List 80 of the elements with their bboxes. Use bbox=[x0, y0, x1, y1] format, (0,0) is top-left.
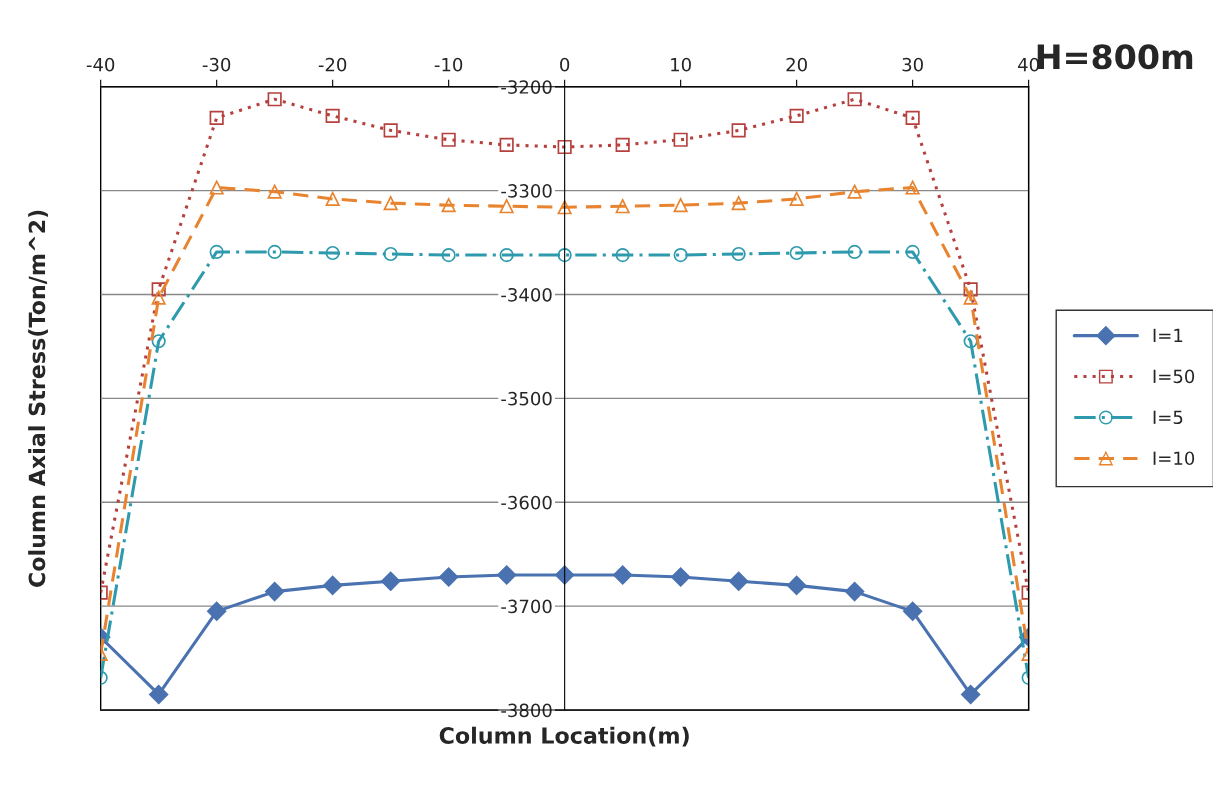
point bbox=[905, 180, 920, 195]
point bbox=[905, 110, 920, 126]
point bbox=[789, 245, 804, 261]
point bbox=[206, 601, 227, 622]
point bbox=[731, 196, 746, 211]
point bbox=[209, 180, 224, 195]
legend-label: I=5 bbox=[1153, 410, 1183, 425]
point bbox=[499, 247, 514, 263]
point bbox=[786, 575, 807, 596]
point bbox=[673, 247, 688, 263]
point bbox=[963, 290, 978, 305]
x-axis-title: Column Location(m) bbox=[439, 726, 689, 747]
legend-label: I=50 bbox=[1153, 369, 1195, 384]
point bbox=[380, 571, 401, 591]
point bbox=[615, 247, 630, 263]
point bbox=[325, 191, 340, 207]
point bbox=[615, 137, 630, 153]
y-axis-title: Column Axial Stress(Ton/m^2) bbox=[28, 210, 48, 587]
point bbox=[557, 200, 572, 215]
x-tick-label: -30 bbox=[202, 57, 231, 72]
point bbox=[615, 199, 630, 214]
y-tick-label: -3400 bbox=[501, 287, 552, 302]
point bbox=[905, 244, 920, 260]
point bbox=[267, 244, 282, 260]
point bbox=[554, 565, 575, 585]
point bbox=[383, 196, 398, 211]
x-tick-label: -10 bbox=[434, 57, 463, 72]
point bbox=[847, 92, 862, 107]
x-tick-label: 0 bbox=[560, 57, 570, 72]
point bbox=[789, 191, 804, 207]
x-tick-label: 10 bbox=[671, 57, 691, 72]
x-tick-label: 30 bbox=[902, 57, 923, 72]
point bbox=[847, 244, 862, 260]
x-tick-label: -40 bbox=[86, 57, 115, 72]
point bbox=[673, 198, 688, 213]
point bbox=[149, 684, 169, 705]
point bbox=[844, 581, 865, 602]
point bbox=[209, 244, 224, 260]
point bbox=[963, 282, 978, 297]
legend-label: I=1 bbox=[1153, 328, 1183, 342]
point bbox=[673, 132, 688, 147]
point bbox=[438, 567, 459, 587]
x-tick-label: 20 bbox=[786, 57, 807, 72]
y-tick-label: -3300 bbox=[501, 184, 552, 198]
point bbox=[557, 139, 572, 155]
x-tick-label: -20 bbox=[318, 57, 347, 72]
point bbox=[847, 184, 862, 199]
point bbox=[902, 601, 923, 622]
point bbox=[441, 198, 456, 213]
point bbox=[209, 110, 224, 126]
point bbox=[264, 581, 285, 602]
point bbox=[441, 132, 456, 147]
point bbox=[960, 684, 981, 705]
point bbox=[731, 246, 746, 262]
point bbox=[151, 282, 166, 297]
point bbox=[963, 334, 978, 349]
point bbox=[151, 290, 166, 305]
point bbox=[499, 199, 514, 214]
point bbox=[441, 247, 456, 263]
point bbox=[789, 108, 804, 123]
text: H=800m bbox=[1037, 44, 1193, 70]
point bbox=[383, 123, 398, 138]
y-tick-label: -3600 bbox=[501, 495, 552, 510]
point bbox=[496, 565, 517, 585]
point bbox=[267, 92, 282, 107]
point bbox=[151, 334, 166, 349]
point bbox=[612, 565, 633, 585]
point bbox=[731, 123, 746, 138]
y-tick-label: -3700 bbox=[501, 599, 552, 614]
point bbox=[499, 137, 514, 153]
point bbox=[670, 567, 691, 587]
point bbox=[557, 247, 572, 263]
legend-label: I=10 bbox=[1153, 451, 1195, 466]
point bbox=[325, 108, 340, 123]
y-tick-label: -3500 bbox=[501, 391, 552, 406]
point bbox=[728, 571, 749, 591]
point bbox=[267, 184, 282, 199]
point bbox=[325, 245, 340, 261]
point bbox=[322, 575, 343, 596]
point bbox=[383, 246, 398, 262]
